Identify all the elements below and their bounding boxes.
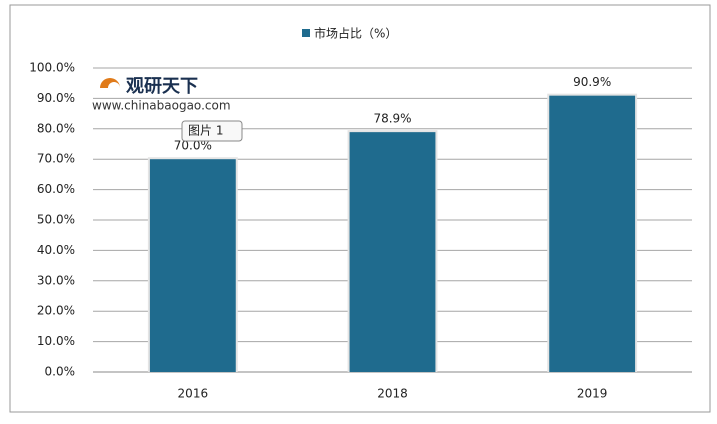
y-tick-label: 100.0% [29, 61, 75, 75]
watermark-logo [100, 78, 120, 88]
y-tick-label: 70.0% [37, 152, 75, 166]
value-label: 70.0% [174, 139, 212, 153]
y-tick-label: 30.0% [37, 273, 75, 287]
bar [549, 95, 636, 372]
annotation-box [181, 120, 243, 142]
legend-swatch [302, 29, 310, 37]
y-tick-label: 10.0% [37, 334, 75, 348]
y-tick-label: 90.0% [37, 91, 75, 105]
y-tick-label: 20.0% [37, 304, 75, 318]
annotation: 图片 1 [188, 124, 223, 138]
x-tick-label: 2019 [577, 387, 608, 401]
watermark-brand: 观研天下 [126, 76, 198, 97]
y-tick-label: 60.0% [37, 182, 75, 196]
bar [149, 159, 236, 372]
x-tick-label: 2016 [178, 387, 209, 401]
watermark-url: www.chinabaogao.com [92, 99, 231, 113]
y-tick-label: 50.0% [37, 213, 75, 227]
value-label: 78.9% [373, 112, 411, 126]
legend-label: 市场占比（%） [314, 26, 397, 41]
value-label: 90.9% [573, 75, 611, 89]
y-tick-label: 0.0% [45, 365, 76, 379]
y-tick-label: 40.0% [37, 243, 75, 257]
x-tick-label: 2018 [377, 387, 408, 401]
bar [349, 132, 436, 372]
y-tick-label: 80.0% [37, 121, 75, 135]
